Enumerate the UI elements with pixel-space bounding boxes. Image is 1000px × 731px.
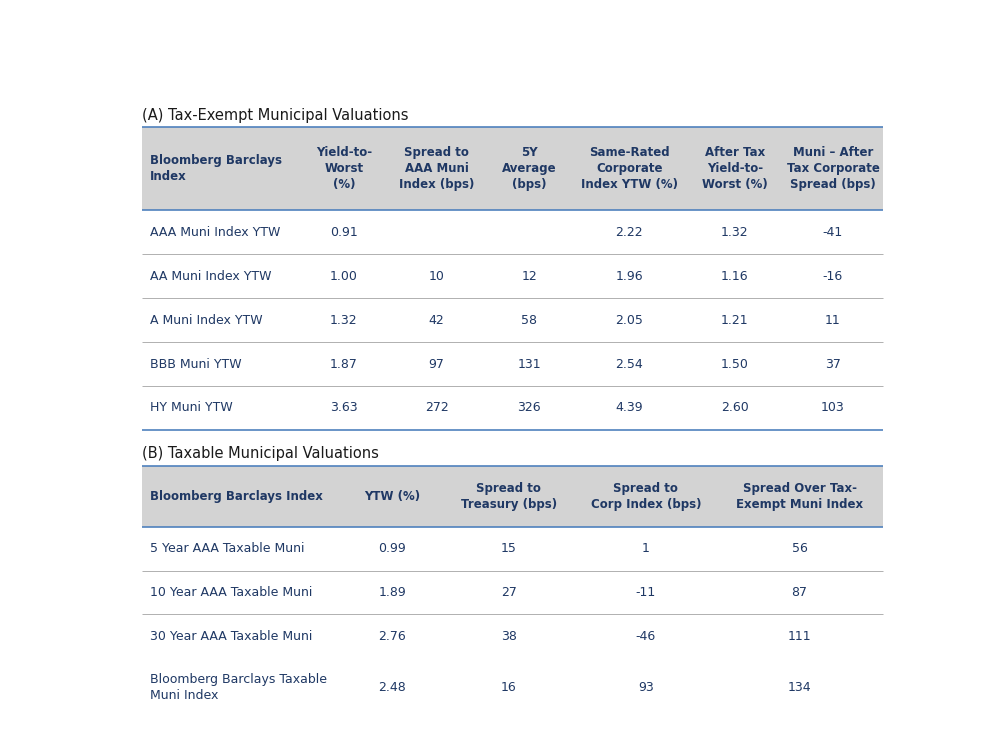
- Text: 87: 87: [792, 586, 808, 599]
- Text: 1.16: 1.16: [721, 270, 749, 283]
- Text: 58: 58: [521, 314, 537, 327]
- Text: 103: 103: [821, 401, 845, 414]
- Text: 10: 10: [429, 270, 444, 283]
- Text: -46: -46: [636, 630, 656, 643]
- Text: 11: 11: [825, 314, 841, 327]
- Text: 1.50: 1.50: [721, 357, 749, 371]
- Text: 4.39: 4.39: [615, 401, 643, 414]
- Text: -41: -41: [823, 226, 843, 239]
- Text: Bloomberg Barclays Index: Bloomberg Barclays Index: [150, 490, 323, 503]
- Text: 15: 15: [501, 542, 517, 555]
- Text: 1.21: 1.21: [721, 314, 749, 327]
- Text: A Muni Index YTW: A Muni Index YTW: [150, 314, 262, 327]
- Text: Spread to
Treasury (bps): Spread to Treasury (bps): [461, 482, 557, 511]
- Text: HY Muni YTW: HY Muni YTW: [150, 401, 233, 414]
- Text: 2.76: 2.76: [378, 630, 406, 643]
- Bar: [142, 127, 883, 211]
- Text: 1.32: 1.32: [330, 314, 358, 327]
- Text: 16: 16: [501, 681, 517, 694]
- Text: Bloomberg Barclays
Index: Bloomberg Barclays Index: [150, 154, 282, 183]
- Text: 134: 134: [788, 681, 811, 694]
- Text: 37: 37: [825, 357, 841, 371]
- Text: 326: 326: [517, 401, 541, 414]
- Text: Muni – After
Tax Corporate
Spread (bps): Muni – After Tax Corporate Spread (bps): [787, 146, 879, 192]
- Text: 2.60: 2.60: [721, 401, 749, 414]
- Text: 2.54: 2.54: [615, 357, 643, 371]
- Text: 0.91: 0.91: [330, 226, 358, 239]
- Text: 2.22: 2.22: [615, 226, 643, 239]
- Text: 2.05: 2.05: [615, 314, 643, 327]
- Text: 1.00: 1.00: [330, 270, 358, 283]
- Text: 12: 12: [521, 270, 537, 283]
- Text: 1.87: 1.87: [330, 357, 358, 371]
- Text: 56: 56: [792, 542, 808, 555]
- Text: AAA Muni Index YTW: AAA Muni Index YTW: [150, 226, 280, 239]
- Text: YTW (%): YTW (%): [364, 490, 420, 503]
- Text: 5Y
Average
(bps): 5Y Average (bps): [502, 146, 556, 192]
- Text: Same-Rated
Corporate
Index YTW (%): Same-Rated Corporate Index YTW (%): [581, 146, 678, 192]
- Text: 272: 272: [425, 401, 448, 414]
- Text: 1.96: 1.96: [615, 270, 643, 283]
- Text: 97: 97: [429, 357, 444, 371]
- Text: 1.32: 1.32: [721, 226, 749, 239]
- Text: 30 Year AAA Taxable Muni: 30 Year AAA Taxable Muni: [150, 630, 312, 643]
- Text: -16: -16: [823, 270, 843, 283]
- Text: (B) Taxable Municipal Valuations: (B) Taxable Municipal Valuations: [142, 446, 379, 461]
- Text: -11: -11: [636, 586, 656, 599]
- Text: 38: 38: [501, 630, 517, 643]
- Text: 93: 93: [638, 681, 654, 694]
- Text: 1.89: 1.89: [378, 586, 406, 599]
- Text: 5 Year AAA Taxable Muni: 5 Year AAA Taxable Muni: [150, 542, 304, 555]
- Text: 1: 1: [642, 542, 650, 555]
- Text: After Tax
Yield-to-
Worst (%): After Tax Yield-to- Worst (%): [702, 146, 768, 192]
- Text: Yield-to-
Worst
(%): Yield-to- Worst (%): [316, 146, 372, 192]
- Bar: [142, 466, 883, 526]
- Text: Spread to
Corp Index (bps): Spread to Corp Index (bps): [591, 482, 701, 511]
- Text: BBB Muni YTW: BBB Muni YTW: [150, 357, 241, 371]
- Text: (A) Tax-Exempt Municipal Valuations: (A) Tax-Exempt Municipal Valuations: [142, 108, 409, 123]
- Text: 111: 111: [788, 630, 811, 643]
- Text: 0.99: 0.99: [378, 542, 406, 555]
- Text: 131: 131: [517, 357, 541, 371]
- Text: AA Muni Index YTW: AA Muni Index YTW: [150, 270, 271, 283]
- Text: Spread to
AAA Muni
Index (bps): Spread to AAA Muni Index (bps): [399, 146, 474, 192]
- Text: 42: 42: [429, 314, 444, 327]
- Text: 2.48: 2.48: [378, 681, 406, 694]
- Text: Bloomberg Barclays Taxable
Muni Index: Bloomberg Barclays Taxable Muni Index: [150, 673, 327, 702]
- Text: Spread Over Tax-
Exempt Muni Index: Spread Over Tax- Exempt Muni Index: [736, 482, 863, 511]
- Text: 10 Year AAA Taxable Muni: 10 Year AAA Taxable Muni: [150, 586, 312, 599]
- Text: 27: 27: [501, 586, 517, 599]
- Text: 3.63: 3.63: [330, 401, 358, 414]
